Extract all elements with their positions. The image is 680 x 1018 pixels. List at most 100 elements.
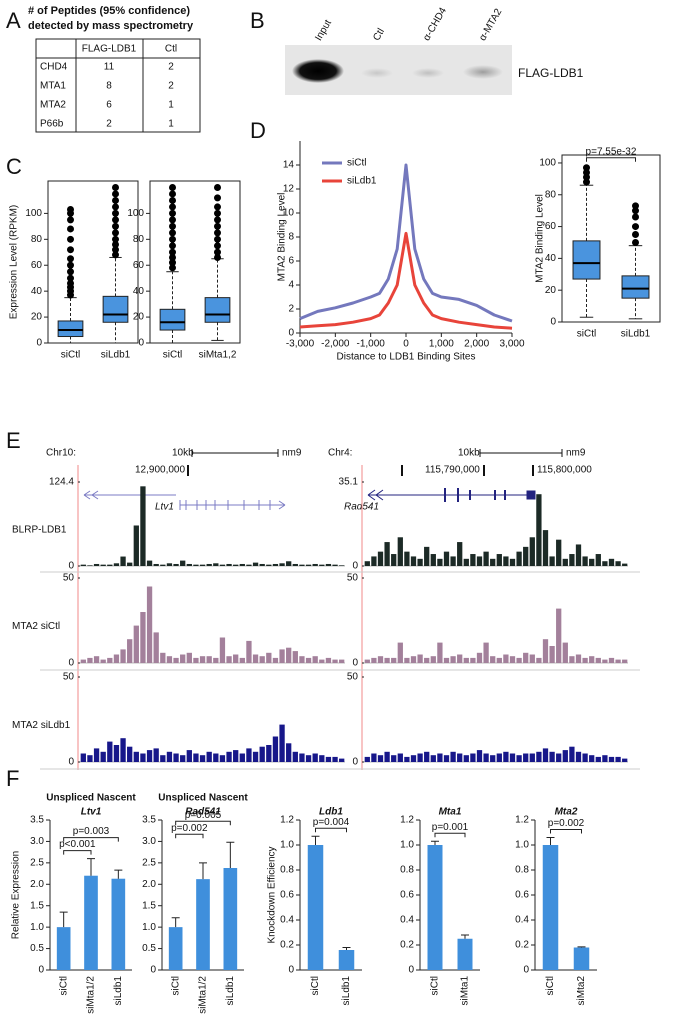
signal-bar xyxy=(410,556,417,566)
track-label: MTA2 siLdb1 xyxy=(12,720,71,731)
y-tick-label: 6 xyxy=(288,256,294,267)
signal-bar xyxy=(575,751,582,762)
outlier xyxy=(214,209,221,217)
signal-bar xyxy=(575,654,582,663)
signal-bar xyxy=(279,563,285,566)
signal-bar xyxy=(153,632,159,663)
signal-bar xyxy=(160,652,166,663)
signal-bar xyxy=(608,558,615,566)
y-tick-label: 0.6 xyxy=(515,890,529,901)
axis xyxy=(49,820,132,971)
y-tick-label: 0 xyxy=(68,561,74,572)
signal-bar xyxy=(443,551,450,566)
y-tick-label: 100 xyxy=(127,208,144,219)
signal-bar xyxy=(272,563,279,566)
scale-bar xyxy=(479,449,563,457)
y-tick-label: 1.0 xyxy=(142,922,156,933)
signal-bar xyxy=(299,753,305,762)
outlier xyxy=(214,235,221,243)
blot-band xyxy=(361,68,393,78)
x-tick-label: -1,000 xyxy=(356,339,385,350)
signal-bar xyxy=(87,755,93,762)
chrom-label: Chr4: xyxy=(328,448,352,459)
signal-bar xyxy=(272,657,279,663)
signal-bar xyxy=(529,753,535,762)
signal-bar xyxy=(437,642,443,663)
signal-bar xyxy=(589,755,595,762)
signal-bar xyxy=(384,542,390,566)
y-tick-label: 0.4 xyxy=(400,915,414,926)
outlier xyxy=(67,274,74,282)
signal-bar xyxy=(602,755,608,762)
signal-bar xyxy=(397,642,403,663)
x-tick-label: 3,000 xyxy=(499,339,524,350)
outlier xyxy=(112,235,119,243)
y-tick-label: 10 xyxy=(283,208,295,219)
x-tick-label: siMta1 xyxy=(460,976,471,1006)
signal-bar xyxy=(93,656,100,663)
signal-bar xyxy=(523,652,529,663)
lane-label: Ctl xyxy=(371,27,387,43)
y-tick-label: 0 xyxy=(138,338,144,349)
y-tick-label: 12 xyxy=(283,184,295,195)
signal-bar xyxy=(93,563,100,566)
signal-bar xyxy=(509,656,516,663)
y-tick-label: 2.5 xyxy=(142,857,156,868)
error-bar xyxy=(461,934,469,939)
outlier xyxy=(214,203,221,211)
signal-bar xyxy=(404,756,410,762)
signal-bar xyxy=(470,657,476,663)
y-axis-label: Relative Expression xyxy=(11,851,22,939)
signal-bar xyxy=(199,755,206,762)
y-tick-label: 35.1 xyxy=(339,477,359,488)
signal-bar xyxy=(266,564,272,566)
signal-bar xyxy=(490,755,496,762)
y-tick-label: 1.5 xyxy=(30,900,44,911)
error-bar xyxy=(226,841,235,868)
y-tick-label: 1.2 xyxy=(515,815,529,826)
blot-band xyxy=(412,68,444,78)
error-bar xyxy=(114,869,123,879)
signal-bar xyxy=(371,556,377,566)
signal-bar xyxy=(299,564,305,566)
significance-bracket xyxy=(63,837,119,842)
signal-bar xyxy=(153,748,159,762)
signal-bar xyxy=(146,586,153,663)
outlier xyxy=(214,253,221,261)
signal-bar xyxy=(146,750,153,762)
signal-bar xyxy=(180,654,186,663)
outlier xyxy=(583,164,590,172)
outlier xyxy=(112,196,119,204)
x-tick-label: 0 xyxy=(403,339,409,350)
signal-bar xyxy=(305,755,312,762)
signal-bar xyxy=(569,554,575,566)
bar xyxy=(84,875,98,970)
y-tick-label: 2 xyxy=(288,304,294,315)
outlier xyxy=(169,264,176,272)
signal-bar xyxy=(364,561,370,566)
signal-bar xyxy=(252,751,259,762)
signal-bar xyxy=(595,756,601,762)
significance-bracket xyxy=(434,832,466,838)
signal-bar xyxy=(252,562,259,566)
signal-bar xyxy=(246,640,252,663)
bar xyxy=(573,947,590,970)
series-line xyxy=(299,163,513,323)
x-tick-label: siLdb1 xyxy=(225,976,236,1006)
blot-label: FLAG-LDB1 xyxy=(518,66,584,80)
table-cell: P66b xyxy=(40,119,64,130)
signal-bar xyxy=(569,656,575,663)
signal-bar xyxy=(595,657,601,663)
signal-bar xyxy=(582,753,588,762)
signal-bar xyxy=(133,751,139,762)
signal-bar xyxy=(457,753,463,762)
error-bar xyxy=(199,862,207,880)
signal-bar xyxy=(113,654,120,663)
signal-bar xyxy=(622,563,628,566)
panel-letter: B xyxy=(250,8,265,33)
outlier xyxy=(112,229,119,237)
signal-bar xyxy=(100,659,106,663)
signal-bar xyxy=(483,753,489,762)
outlier xyxy=(214,183,221,191)
signal-bar xyxy=(437,558,443,566)
